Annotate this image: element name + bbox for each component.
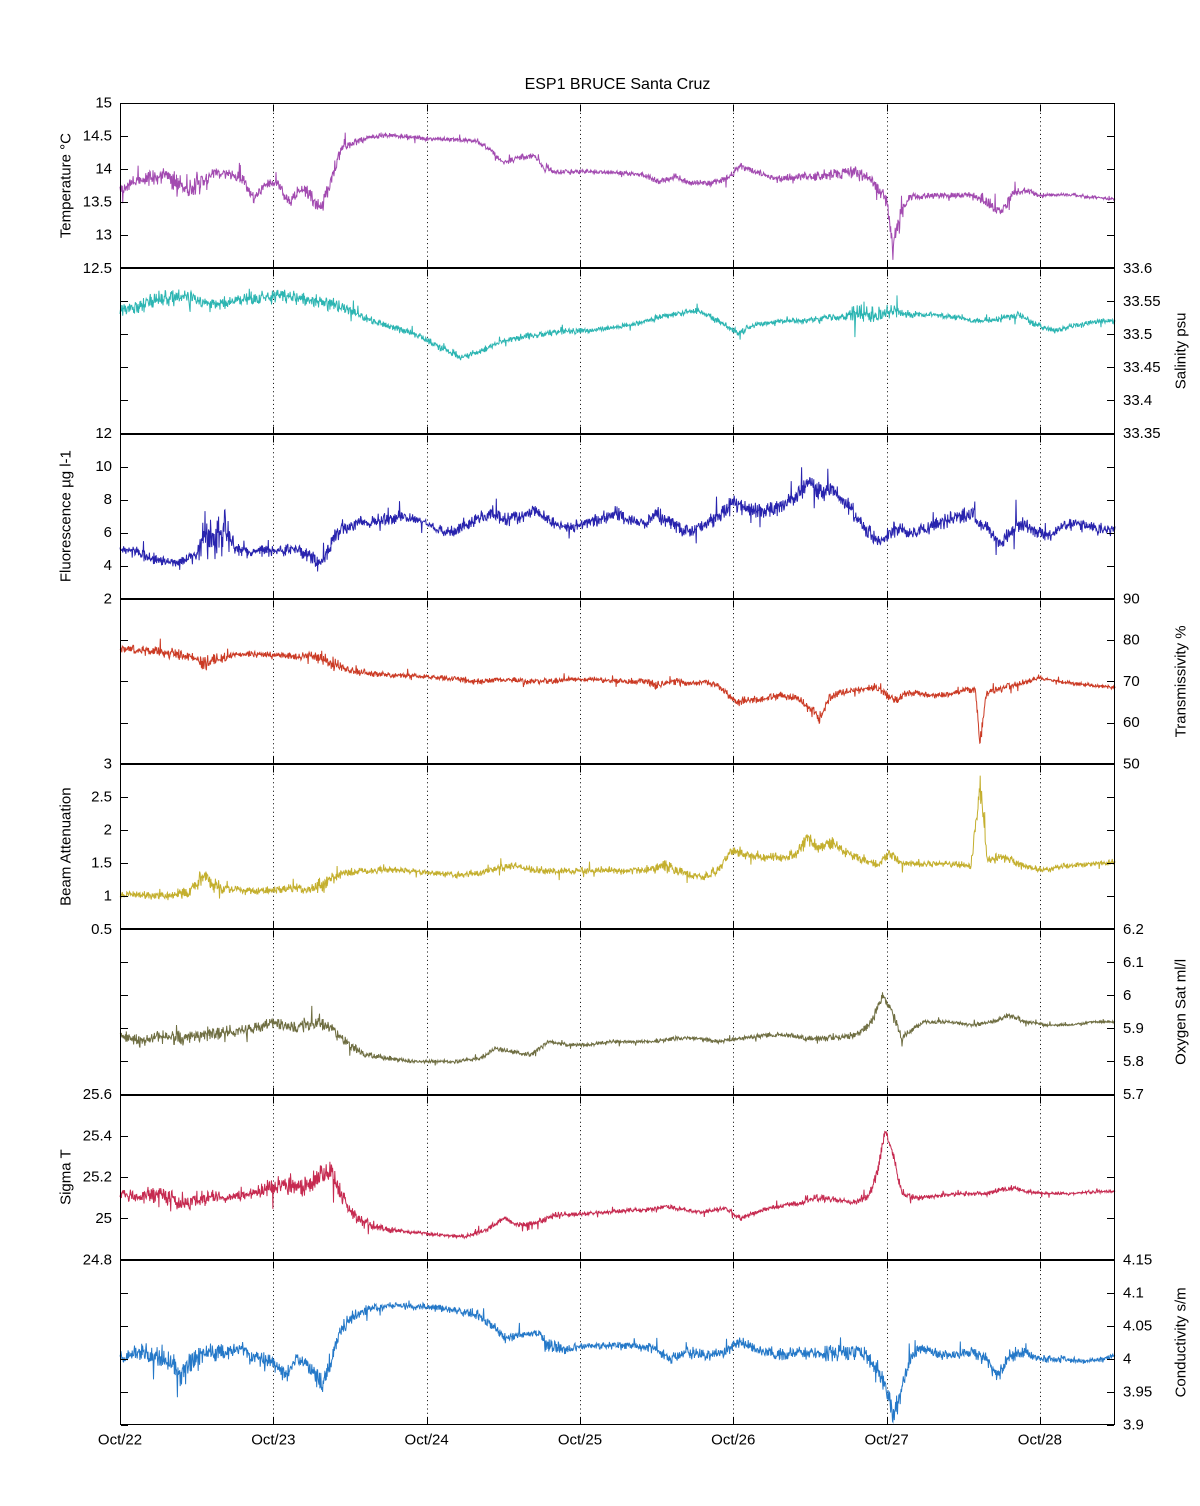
- salinity-series-line: [119, 288, 1116, 361]
- y-tick-label: 33.45: [1123, 359, 1161, 376]
- salinity-axis-label: Salinity psu: [1173, 313, 1190, 390]
- y-tick-label: 25.2: [83, 1169, 112, 1186]
- transmissivity-axis-label: Transmissivity %: [1173, 625, 1190, 737]
- oxygen-sat-axis-label: Oxygen Sat ml/l: [1173, 959, 1190, 1065]
- temperature-series-line: [119, 131, 1116, 260]
- panel-sigma-t: 24.8 25 25.2 25.4 25.6 Sigma T: [58, 1086, 1116, 1268]
- sigma-t-axis-label: Sigma T: [58, 1149, 75, 1205]
- temperature-axis-label: Temperature °C: [58, 133, 75, 238]
- y-tick-label: 80: [1123, 632, 1140, 649]
- panel-box: [120, 268, 1115, 434]
- x-tick-label: Oct/25: [558, 1432, 602, 1449]
- conductivity-series-line: [119, 1300, 1116, 1424]
- panel-transmissivity: 50 60 70 80 90 Transmissivity %: [119, 590, 1190, 773]
- y-tick-label: 25.6: [83, 1086, 112, 1103]
- y-tick-label: 1.5: [91, 855, 112, 872]
- panel-beam-attenuation: 0.5 1 1.5 2 2.5 3 Beam Attenuation: [58, 756, 1116, 938]
- panel-conductivity: 3.9 3.95 4 4.05 4.1 4.15 Conductivity s/m: [119, 1251, 1190, 1434]
- y-tick-label: 33.5: [1123, 326, 1152, 343]
- chart-title: ESP1 BRUCE Santa Cruz: [524, 76, 711, 93]
- y-tick-label: 1: [104, 888, 112, 905]
- y-tick-label: 5.8: [1123, 1053, 1144, 1070]
- panel-box: [120, 1095, 1115, 1260]
- y-tick-label: 6: [104, 524, 112, 541]
- y-tick-label: 50: [1123, 756, 1140, 773]
- y-tick-label: 0.5: [91, 921, 112, 938]
- x-tick-label: Oct/28: [1018, 1432, 1062, 1449]
- fluorescence-axis-label: Fluorescence µg l-1: [58, 450, 75, 582]
- y-tick-label: 14.5: [83, 128, 112, 145]
- y-tick-label: 25.4: [83, 1127, 112, 1144]
- y-tick-label: 12: [95, 425, 112, 442]
- y-tick-label: 8: [104, 491, 112, 508]
- panel-box: [120, 1260, 1115, 1425]
- panel-temperature: 12.5 13 13.5 14 14.5 15 Temperature °C: [58, 95, 1116, 277]
- y-tick-label: 70: [1123, 673, 1140, 690]
- y-tick-label: 25: [95, 1210, 112, 1227]
- y-tick-label: 4.15: [1123, 1251, 1152, 1268]
- y-tick-label: 2: [104, 822, 112, 839]
- y-tick-label: 90: [1123, 590, 1140, 607]
- y-tick-label: 4.1: [1123, 1284, 1144, 1301]
- x-tick-label: Oct/26: [711, 1432, 755, 1449]
- conductivity-axis-label: Conductivity s/m: [1173, 1287, 1190, 1397]
- y-tick-label: 5.9: [1123, 1020, 1144, 1037]
- x-tick-label: Oct/23: [251, 1432, 295, 1449]
- y-tick-label: 13: [95, 227, 112, 244]
- y-tick-label: 6.1: [1123, 954, 1144, 971]
- y-tick-label: 5.7: [1123, 1086, 1144, 1103]
- beam-attenuation-axis-label: Beam Attenuation: [58, 787, 75, 905]
- y-tick-label: 13.5: [83, 194, 112, 211]
- beam-attenuation-series-line: [119, 775, 1116, 901]
- y-tick-label: 33.6: [1123, 260, 1152, 277]
- y-tick-label: 6.2: [1123, 921, 1144, 938]
- panel-box: [120, 764, 1115, 929]
- y-tick-label: 3.9: [1123, 1417, 1144, 1434]
- y-tick-label: 14: [95, 161, 112, 178]
- y-tick-label: 33.55: [1123, 293, 1161, 310]
- transmissivity-series-line: [119, 638, 1116, 745]
- y-tick-label: 24.8: [83, 1251, 112, 1268]
- fluorescence-series-line: [119, 467, 1116, 572]
- panel-box: [120, 929, 1115, 1095]
- panel-box: [120, 103, 1115, 268]
- y-tick-label: 10: [95, 458, 112, 475]
- panel-box: [120, 434, 1115, 599]
- x-tick-label: Oct/27: [864, 1432, 908, 1449]
- y-tick-label: 2: [104, 590, 112, 607]
- y-tick-label: 3: [104, 756, 112, 773]
- x-tick-label: Oct/24: [405, 1432, 449, 1449]
- panel-salinity: 33.35 33.4 33.45 33.5 33.55 33.6 Salinity psu: [119, 260, 1190, 442]
- oxygen-sat-series-line: [119, 992, 1116, 1066]
- y-tick-label: 60: [1123, 714, 1140, 731]
- panel-fluorescence: 2 4 6 8 10 12 Fluorescence µg l-1: [58, 425, 1116, 607]
- y-tick-label: 4: [1123, 1350, 1131, 1367]
- sigma-t-series-line: [119, 1130, 1116, 1240]
- y-tick-label: 2.5: [91, 789, 112, 806]
- panel-box: [120, 599, 1115, 764]
- y-tick-label: 15: [95, 95, 112, 112]
- y-tick-label: 6: [1123, 987, 1131, 1004]
- y-tick-label: 33.4: [1123, 392, 1152, 409]
- y-tick-label: 33.35: [1123, 425, 1161, 442]
- y-tick-label: 4.05: [1123, 1317, 1152, 1334]
- panel-oxygen-sat: 5.7 5.8 5.9 6 6.1 6.2 Oxygen Sat ml/l: [119, 921, 1190, 1103]
- y-tick-label: 12.5: [83, 260, 112, 277]
- y-tick-label: 4: [104, 557, 112, 574]
- x-tick-label: Oct/22: [98, 1432, 142, 1449]
- y-tick-label: 3.95: [1123, 1383, 1152, 1400]
